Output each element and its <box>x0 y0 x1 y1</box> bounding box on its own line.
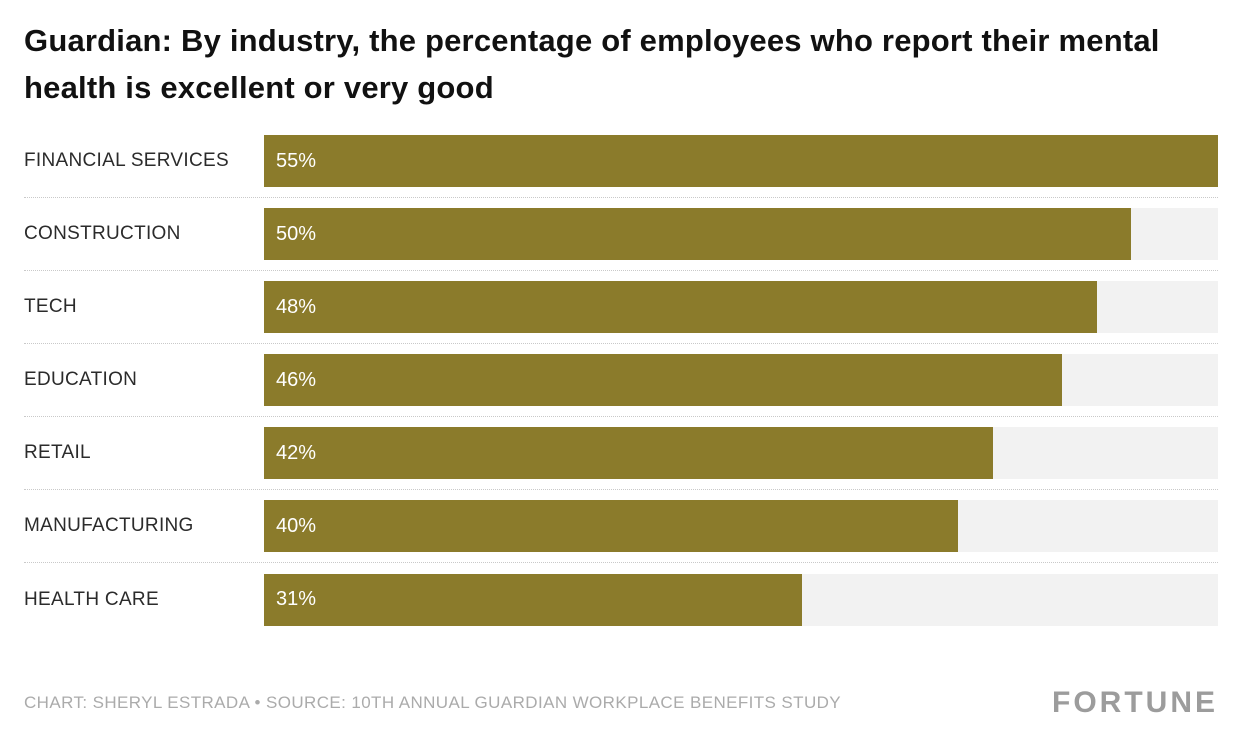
bar-label: RETAIL <box>24 442 91 463</box>
bar-row: HEALTH CARE 31% <box>24 563 1218 636</box>
bar-value: 40% <box>276 514 317 537</box>
chart-footer: CHART: SHERYL ESTRADA • SOURCE: 10TH ANN… <box>24 674 1218 746</box>
bar-track: 55% <box>264 135 1218 187</box>
bar-label: FINANCIAL SERVICES <box>24 150 229 171</box>
bar-row: MANUFACTURING 40% <box>24 490 1218 563</box>
bar: 46% <box>264 354 1062 406</box>
bar-value: 48% <box>276 295 317 318</box>
bar-label: TECH <box>24 296 77 317</box>
bar-label: MANUFACTURING <box>24 515 194 536</box>
bar-value: 31% <box>276 588 317 610</box>
bar-label: EDUCATION <box>24 369 138 390</box>
bar: 50% <box>264 208 1132 260</box>
bar-track: 40% <box>264 500 1218 552</box>
bar-row: RETAIL 42% <box>24 417 1218 490</box>
bar: 31% <box>264 573 802 626</box>
bar-value: 55% <box>276 149 317 172</box>
bar: 55% <box>264 135 1218 187</box>
fortune-logo: FORTUNE <box>1052 686 1218 719</box>
bar-track: 46% <box>264 354 1218 406</box>
bar-label: HEALTH CARE <box>24 588 159 610</box>
bar-track: 42% <box>264 427 1218 479</box>
bar-row: FINANCIAL SERVICES 55% <box>24 125 1218 198</box>
bar-value: 50% <box>276 222 317 245</box>
bar-rows: FINANCIAL SERVICES 55% CONSTRUCTION 50% TECH… <box>24 125 1218 636</box>
bar-value: 42% <box>276 441 317 464</box>
chart-title: Guardian: By industry, the percentage of… <box>24 23 1160 105</box>
bar-row: TECH 48% <box>24 271 1218 344</box>
bar: 42% <box>264 427 993 479</box>
bar-track: 31% <box>264 573 1218 626</box>
bar-value: 46% <box>276 368 317 391</box>
bar-track: 48% <box>264 281 1218 333</box>
credit-line: CHART: SHERYL ESTRADA • SOURCE: 10TH ANN… <box>24 693 842 712</box>
bar-row: CONSTRUCTION 50% <box>24 198 1218 271</box>
bar: 48% <box>264 281 1097 333</box>
bar-track: 50% <box>264 208 1218 260</box>
bar-label: CONSTRUCTION <box>24 223 181 244</box>
bar-row: EDUCATION 46% <box>24 344 1218 417</box>
bar: 40% <box>264 500 958 552</box>
